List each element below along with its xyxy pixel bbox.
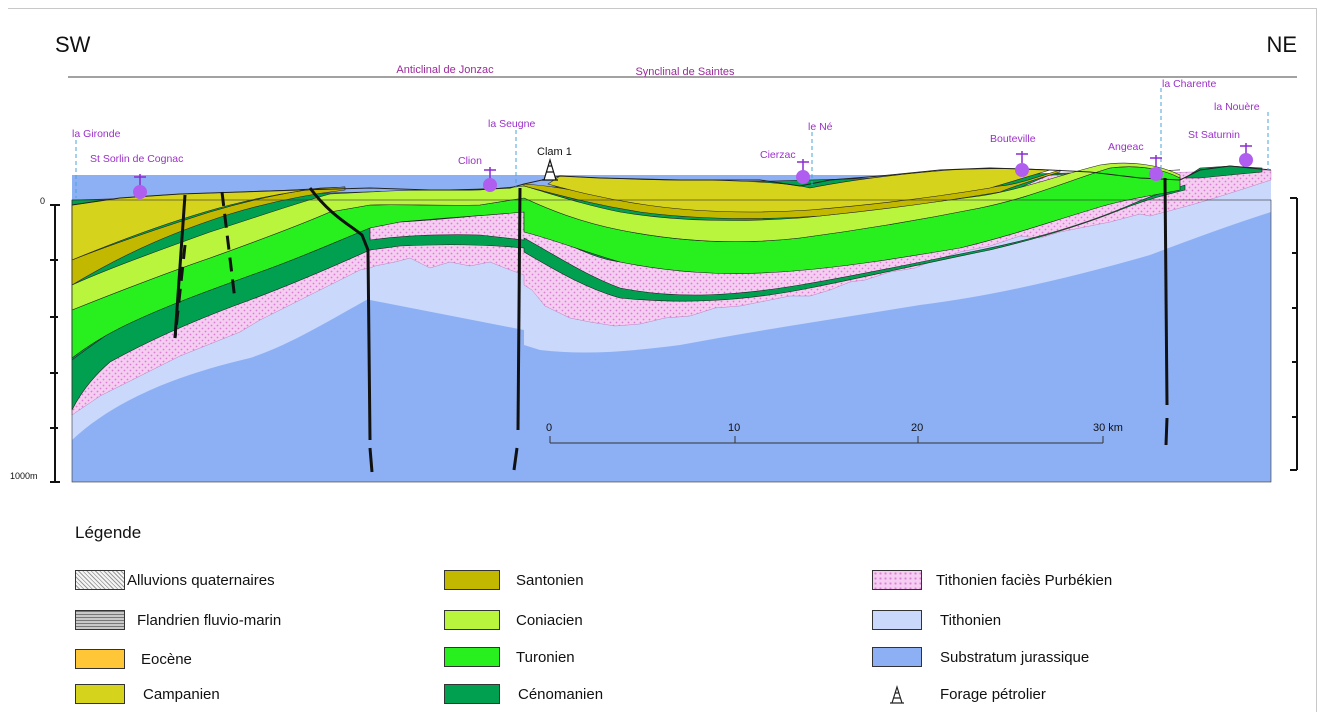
river-markers <box>75 88 1269 198</box>
fault-4-tail <box>512 447 519 471</box>
faults <box>173 177 1169 473</box>
legend-item-campanien: Campanien <box>75 683 220 705</box>
anticline-label: Anticlinal de Jonzac <box>396 64 494 76</box>
fault-3-tail <box>368 447 374 473</box>
legend-label-eocene: Eocène <box>141 650 192 668</box>
legend-label-santonien: Santonien <box>516 571 584 589</box>
scale-label-30: 30 km <box>1093 422 1123 434</box>
label-la-seugne: la Seugne <box>488 118 535 130</box>
legend-swatch-purbekien <box>872 570 922 590</box>
label-clam1: Clam 1 <box>537 146 572 158</box>
legend-swatch-alluvions <box>75 570 125 590</box>
depth-bottom-label: 1000m <box>10 471 38 481</box>
label-angeac: Angeac <box>1108 141 1144 153</box>
depth-axis-left: 0 1000m <box>10 196 60 483</box>
derrick-icon <box>542 157 558 181</box>
town-marker-st-sorlin <box>133 174 147 199</box>
place-labels: la Gironde St Sorlin de Cognac la Seugne… <box>72 78 1260 167</box>
town-marker-cierzac <box>796 159 810 184</box>
label-cierzac: Cierzac <box>760 149 796 161</box>
legend-label-substratum: Substratum jurassique <box>940 648 1090 666</box>
legend-swatch-substratum <box>872 647 922 667</box>
well-clam1: Clam 1 <box>537 146 572 181</box>
fault-5 <box>1163 177 1169 406</box>
scale-label-10: 10 <box>728 422 740 434</box>
legend-swatch-eocene <box>75 649 125 669</box>
legend-item-turonien: Turonien <box>444 646 575 668</box>
orientation-sw: SW <box>55 32 91 57</box>
legend-label-tithonien: Tithonien <box>940 611 1002 629</box>
fault-2 <box>220 191 237 301</box>
legend-item-cenomanien: Cénomanien <box>444 683 603 705</box>
legend-swatch-cenomanien <box>444 684 500 704</box>
town-marker-st-saturnin <box>1239 143 1253 167</box>
scale-bar: 0 10 20 30 km <box>546 422 1123 444</box>
town-markers <box>133 143 1253 199</box>
legend-item-eocene: Eocène <box>75 648 192 670</box>
depth-axis-right <box>1290 197 1298 471</box>
scale-label-0: 0 <box>546 422 552 434</box>
legend-item-forage: Forage pétrolier <box>872 683 1046 705</box>
town-marker-bouteville <box>1015 151 1029 177</box>
legend-item-purbekien: Tithonien faciès Purbékien <box>872 569 1112 591</box>
town-marker-clion <box>483 167 497 192</box>
label-le-ne: le Né <box>808 121 833 133</box>
fault-1b <box>173 244 187 339</box>
legend-swatch-campanien <box>75 684 125 704</box>
label-la-nouere: la Nouère <box>1214 101 1260 113</box>
legend-swatch-tithonien <box>872 610 922 630</box>
fault-3 <box>308 187 372 441</box>
legend-swatch-turonien <box>444 647 500 667</box>
legend-label-forage: Forage pétrolier <box>940 685 1046 703</box>
orientation-ne: NE <box>1266 32 1297 57</box>
legend-label-turonien: Turonien <box>516 648 575 666</box>
label-la-gironde: la Gironde <box>72 128 121 140</box>
label-bouteville: Bouteville <box>990 133 1036 145</box>
label-st-saturnin: St Saturnin <box>1188 129 1240 141</box>
legend-label-campanien: Campanien <box>143 685 220 703</box>
fault-5-tail <box>1164 417 1169 446</box>
label-la-charente: la Charente <box>1162 78 1216 90</box>
legend-label-cenomanien: Cénomanien <box>518 685 604 703</box>
legend-item-tithonien: Tithonien <box>872 609 1001 631</box>
legend-item-flandrien: Flandrien fluvio-marin <box>75 609 281 631</box>
legend-item-santonien: Santonien <box>444 569 584 591</box>
legend-item-alluvions: Alluvions quaternaires <box>75 569 275 591</box>
legend-swatch-coniacien <box>444 610 500 630</box>
label-st-sorlin: St Sorlin de Cognac <box>90 153 183 165</box>
fault-4 <box>516 187 522 431</box>
legend-swatch-santonien <box>444 570 500 590</box>
legend-item-coniacien: Coniacien <box>444 609 583 631</box>
syncline-label: Synclinal de Saintes <box>635 66 735 78</box>
figure-frame <box>8 8 1317 712</box>
legend-item-substratum: Substratum jurassique <box>872 646 1089 668</box>
derrick-legend-icon <box>890 684 904 704</box>
section-outline <box>71 199 1272 483</box>
depth-zero-label: 0 <box>40 196 45 206</box>
legend-label-purbekien: Tithonien faciès Purbékien <box>936 571 1113 589</box>
legend-swatch-flandrien <box>75 610 125 630</box>
town-marker-angeac <box>1149 155 1163 181</box>
legend-label-flandrien: Flandrien fluvio-marin <box>137 611 282 629</box>
legend-label-alluvions: Alluvions quaternaires <box>127 571 275 589</box>
legend-label-coniacien: Coniacien <box>516 611 583 629</box>
legend-title: Légende <box>75 523 142 542</box>
label-clion: Clion <box>458 155 482 167</box>
scale-label-20: 20 <box>911 422 923 434</box>
